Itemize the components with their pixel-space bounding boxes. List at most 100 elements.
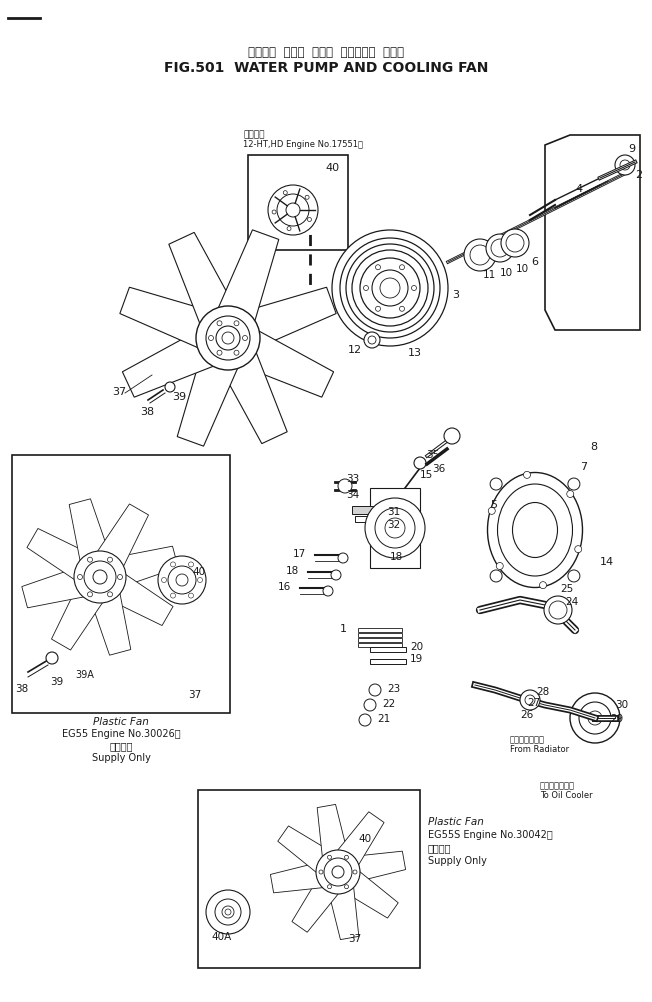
Text: 適用号等: 適用号等 xyxy=(243,130,265,139)
Circle shape xyxy=(376,265,381,270)
Text: 10: 10 xyxy=(516,264,529,274)
Circle shape xyxy=(87,592,93,597)
Ellipse shape xyxy=(488,473,582,587)
Text: 40A: 40A xyxy=(212,932,232,942)
Circle shape xyxy=(243,336,248,341)
Text: 29: 29 xyxy=(610,714,623,724)
Circle shape xyxy=(369,684,381,696)
Text: 14: 14 xyxy=(600,557,614,567)
Text: EG55S Engine No.30042～: EG55S Engine No.30042～ xyxy=(428,830,553,840)
Circle shape xyxy=(544,596,572,624)
Polygon shape xyxy=(324,870,359,940)
Circle shape xyxy=(411,286,417,291)
Text: 車載専用: 車載専用 xyxy=(428,843,451,853)
Text: 34: 34 xyxy=(346,490,359,500)
Text: 26: 26 xyxy=(520,710,533,720)
Circle shape xyxy=(344,885,349,889)
Circle shape xyxy=(338,479,352,493)
Ellipse shape xyxy=(490,478,502,490)
Circle shape xyxy=(272,210,276,214)
Text: 37: 37 xyxy=(188,690,201,700)
Circle shape xyxy=(486,234,514,262)
Text: Supply Only: Supply Only xyxy=(428,856,487,866)
Polygon shape xyxy=(84,573,131,655)
Polygon shape xyxy=(336,851,406,886)
Circle shape xyxy=(364,699,376,711)
Circle shape xyxy=(444,428,460,444)
Circle shape xyxy=(165,382,175,392)
Text: 23: 23 xyxy=(387,684,400,694)
Text: 33: 33 xyxy=(346,474,359,484)
Text: 4: 4 xyxy=(575,184,582,194)
Polygon shape xyxy=(92,563,173,625)
Circle shape xyxy=(158,556,206,604)
Circle shape xyxy=(216,326,240,350)
Text: From Radiator: From Radiator xyxy=(510,745,569,754)
Bar xyxy=(12,455,230,713)
Circle shape xyxy=(217,321,222,326)
Text: 40: 40 xyxy=(192,567,205,577)
Bar xyxy=(358,633,402,637)
Text: 9: 9 xyxy=(628,144,635,154)
Circle shape xyxy=(359,714,371,726)
Circle shape xyxy=(400,265,404,270)
Circle shape xyxy=(574,546,582,553)
Text: 2: 2 xyxy=(635,170,642,180)
Circle shape xyxy=(308,217,312,221)
Text: 7: 7 xyxy=(580,462,587,472)
Polygon shape xyxy=(271,858,340,893)
Polygon shape xyxy=(169,232,247,347)
Text: Supply Only: Supply Only xyxy=(91,753,151,763)
Polygon shape xyxy=(123,319,237,397)
Polygon shape xyxy=(27,528,108,591)
Circle shape xyxy=(117,574,123,579)
Circle shape xyxy=(87,557,93,562)
Text: 38: 38 xyxy=(140,407,154,417)
Ellipse shape xyxy=(490,570,502,582)
Text: 38: 38 xyxy=(15,684,28,694)
Text: Plastic Fan: Plastic Fan xyxy=(428,817,484,827)
Circle shape xyxy=(206,890,250,934)
Circle shape xyxy=(209,336,213,341)
Bar xyxy=(352,506,388,514)
Text: 5: 5 xyxy=(490,500,497,510)
Circle shape xyxy=(108,592,113,597)
Polygon shape xyxy=(545,135,640,330)
Circle shape xyxy=(338,553,348,563)
Circle shape xyxy=(520,690,540,710)
Circle shape xyxy=(108,557,113,562)
Text: 15: 15 xyxy=(420,470,433,480)
Polygon shape xyxy=(219,319,334,397)
Bar xyxy=(358,638,402,642)
Polygon shape xyxy=(292,864,349,932)
Text: 13: 13 xyxy=(408,348,422,358)
Circle shape xyxy=(344,856,349,860)
Polygon shape xyxy=(85,504,149,585)
Circle shape xyxy=(234,321,239,326)
Text: 25: 25 xyxy=(560,584,573,594)
Text: 37: 37 xyxy=(112,387,126,397)
Text: 10: 10 xyxy=(500,268,513,278)
Circle shape xyxy=(331,570,341,580)
Circle shape xyxy=(234,351,239,356)
Bar xyxy=(355,516,385,522)
Circle shape xyxy=(372,270,408,306)
Bar xyxy=(358,643,402,647)
Polygon shape xyxy=(52,569,114,650)
Text: EG55 Engine No.30026～: EG55 Engine No.30026～ xyxy=(62,729,181,739)
Circle shape xyxy=(539,581,546,588)
Circle shape xyxy=(305,195,309,199)
Ellipse shape xyxy=(568,570,580,582)
Circle shape xyxy=(414,457,426,469)
Circle shape xyxy=(615,155,635,175)
Text: Plastic Fan: Plastic Fan xyxy=(93,717,149,727)
Text: 32: 32 xyxy=(387,520,400,530)
Polygon shape xyxy=(208,229,279,345)
Text: ラジエータから: ラジエータから xyxy=(510,735,545,744)
Circle shape xyxy=(316,850,360,894)
Circle shape xyxy=(78,574,83,579)
Bar xyxy=(198,790,420,968)
Circle shape xyxy=(323,586,333,596)
Polygon shape xyxy=(330,861,398,918)
Circle shape xyxy=(162,577,166,582)
